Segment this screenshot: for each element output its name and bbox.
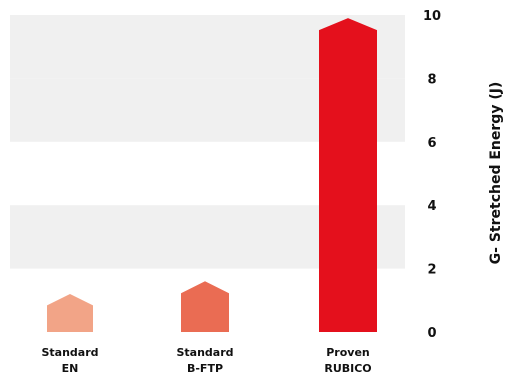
- x-category-labels: Standard EN Standard B-FTP Proven RUBICO: [41, 346, 371, 375]
- y-tick-label: 6: [427, 136, 436, 151]
- category-label: Proven RUBICO: [324, 346, 371, 375]
- y-tick-label: 10: [423, 9, 441, 24]
- y-tick-label: 8: [427, 72, 436, 87]
- y-tick-label: 0: [427, 326, 436, 341]
- y-axis-label: G- Stretched Energy (J): [488, 82, 504, 265]
- y-tick-label: 4: [427, 199, 436, 214]
- category-label: Standard B-FTP: [176, 346, 233, 375]
- category-label: Standard EN: [41, 346, 98, 375]
- bar-0: [47, 293, 93, 332]
- bar-1: [181, 281, 229, 332]
- bars: [47, 18, 377, 332]
- y-tick-label: 2: [427, 263, 436, 278]
- bar-2: [319, 18, 377, 332]
- y-tick-labels: 0 2 4 6 8 10: [423, 9, 441, 341]
